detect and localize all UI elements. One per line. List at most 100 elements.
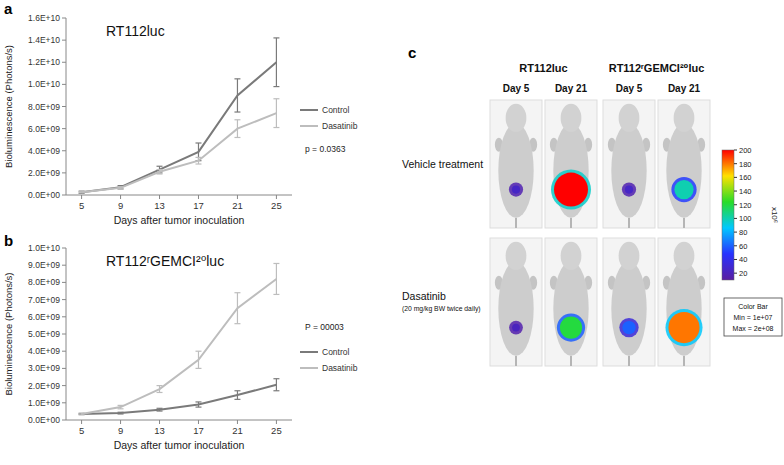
error-cap: [195, 368, 201, 369]
colorbar-tick: [734, 204, 737, 205]
colorbar-min: Min = 1e+07: [734, 314, 773, 321]
mouse-image: [658, 100, 710, 228]
signal-blob: [625, 185, 633, 193]
x-tick: [159, 420, 160, 424]
error-bar: [79, 191, 85, 193]
x-tick-label: 9: [118, 200, 123, 211]
error-cap: [195, 157, 201, 158]
error-cap: [79, 191, 85, 192]
image-frame: [545, 238, 597, 366]
signal-halo: [622, 182, 636, 196]
x-tick: [81, 195, 82, 199]
error-cap: [234, 137, 240, 138]
error-stem: [276, 38, 277, 87]
x-axis-label: Days after tumor inoculation: [114, 214, 245, 226]
annotation: P = 00003: [305, 322, 344, 332]
colorbar-tick-label: 160: [739, 173, 752, 182]
y-tick-label: 3.0E+09: [28, 363, 60, 373]
colorbar-tick: [734, 177, 737, 178]
error-stem: [237, 79, 238, 112]
error-cap: [79, 414, 85, 415]
error-stem: [159, 386, 160, 393]
y-tick-label: 1.4E+10: [28, 35, 60, 45]
image-frame: [603, 100, 655, 228]
row-label: Dasatinib: [402, 290, 446, 302]
error-bar: [234, 391, 240, 400]
signal-halo: [509, 321, 523, 335]
y-tick: [62, 385, 66, 386]
legend-label: Control: [322, 347, 350, 357]
y-tick: [62, 106, 66, 107]
y-axis-label: Bioluminescence (Photons/s): [3, 272, 14, 395]
y-tick: [62, 62, 66, 63]
y-tick: [62, 420, 66, 421]
day-label: Day 21: [555, 83, 588, 94]
signal-halo: [551, 170, 591, 210]
error-bar: [157, 408, 163, 411]
y-tick: [62, 18, 66, 19]
error-stem: [237, 120, 238, 138]
error-cap: [157, 166, 163, 167]
mouse-body: [553, 261, 588, 356]
error-cap: [273, 378, 279, 379]
error-cap: [234, 292, 240, 293]
error-cap: [118, 188, 124, 189]
y-tick-label: 4.0E+09: [28, 346, 60, 356]
x-axis: [66, 195, 292, 196]
x-tick-label: 9: [118, 425, 123, 436]
colorbar-title: Color Bar: [738, 303, 768, 310]
signal-blob: [554, 173, 588, 207]
colorbar-tick: [734, 163, 737, 164]
row-note: (20 mg/kg BW twice daily): [402, 305, 481, 313]
series-line: [82, 279, 277, 414]
y-tick-label: 4.0E+09: [28, 146, 60, 156]
y-tick: [62, 128, 66, 129]
error-stem: [276, 263, 277, 294]
error-cap: [234, 78, 240, 79]
error-cap: [157, 173, 163, 174]
x-tick-label: 13: [154, 425, 165, 436]
image-frame: [490, 238, 542, 366]
colorbar-tick: [734, 245, 737, 246]
x-tick: [276, 420, 277, 424]
mouse-tail: [515, 356, 517, 366]
signal-blob: [512, 324, 520, 332]
y-tick: [62, 248, 66, 249]
y-tick-label: 8.0E+09: [28, 277, 60, 287]
y-tick: [62, 334, 66, 335]
colorbar-tick: [734, 218, 737, 219]
error-stem: [237, 391, 238, 400]
x-tick-label: 25: [271, 200, 282, 211]
error-bar: [118, 405, 124, 408]
y-tick-label: 1.2E+10: [28, 57, 60, 67]
error-cap: [118, 408, 124, 409]
error-bar: [195, 402, 201, 407]
error-cap: [118, 186, 124, 187]
image-frame: [658, 238, 710, 366]
y-tick: [62, 195, 66, 196]
y-axis-label: Bioluminescence (Photons/s): [3, 45, 14, 168]
mouse-tail: [515, 218, 517, 228]
x-tick-label: 5: [79, 425, 84, 436]
mouse-head: [674, 104, 695, 132]
mouse-body: [498, 123, 533, 218]
x-tick-label: 17: [193, 425, 204, 436]
error-cap: [195, 351, 201, 352]
colorbar-tick-label: 40: [739, 255, 747, 264]
plot-area: [79, 263, 280, 414]
day-label: Day 5: [616, 83, 643, 94]
mouse-image: [658, 238, 710, 366]
y-tick-label: 6.0E+09: [28, 124, 60, 134]
colorbar-tick: [734, 273, 737, 274]
mouse-head: [561, 104, 582, 132]
mouse-image: [603, 238, 655, 366]
error-bar: [157, 170, 163, 174]
error-cap: [157, 392, 163, 393]
panel-label: a: [4, 0, 13, 17]
mouse-body: [666, 123, 701, 218]
y-tick-label: 2.0E+09: [28, 168, 60, 178]
colorbar-tick-label: 140: [739, 187, 752, 196]
x-tick-label: 5: [79, 200, 84, 211]
x-tick: [159, 195, 160, 199]
mouse-head: [674, 242, 695, 270]
